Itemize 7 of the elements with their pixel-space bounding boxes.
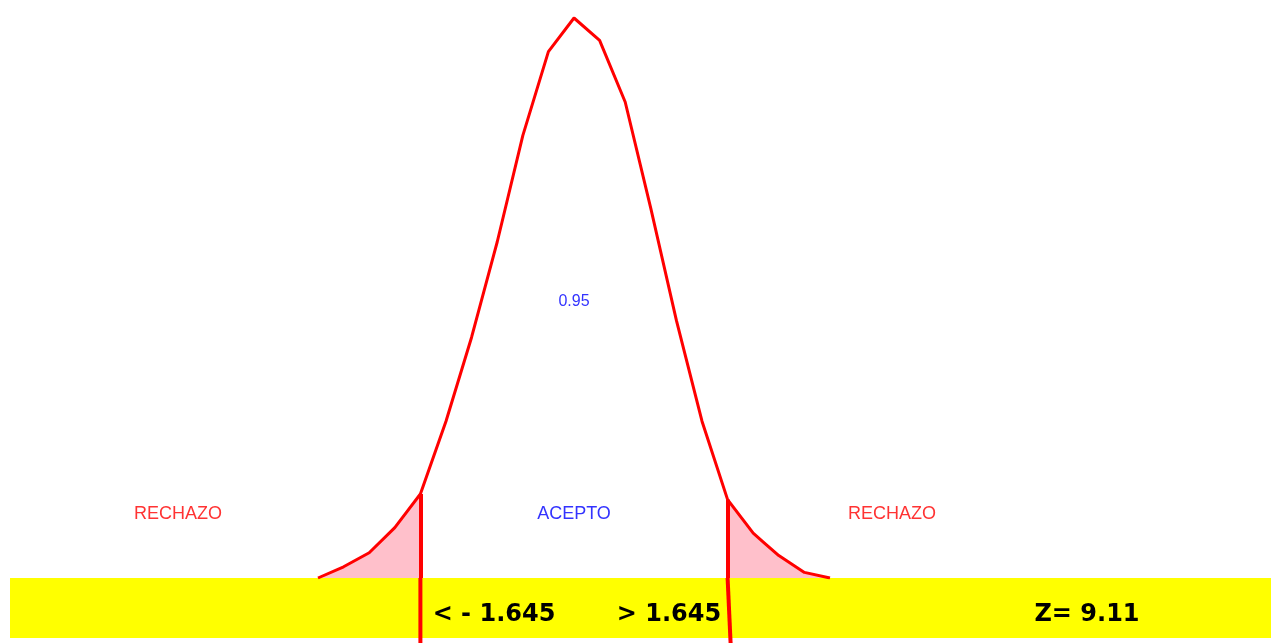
text: > 1.645 <box>616 599 722 627</box>
text: < - 1.645 <box>432 599 556 627</box>
annotation: 0.95 <box>558 291 590 309</box>
annotation: ACEPTO <box>537 503 611 523</box>
text: RECHAZO <box>133 503 223 523</box>
text: Z= 9.11 <box>1034 599 1140 627</box>
text: RECHAZO <box>847 503 937 523</box>
